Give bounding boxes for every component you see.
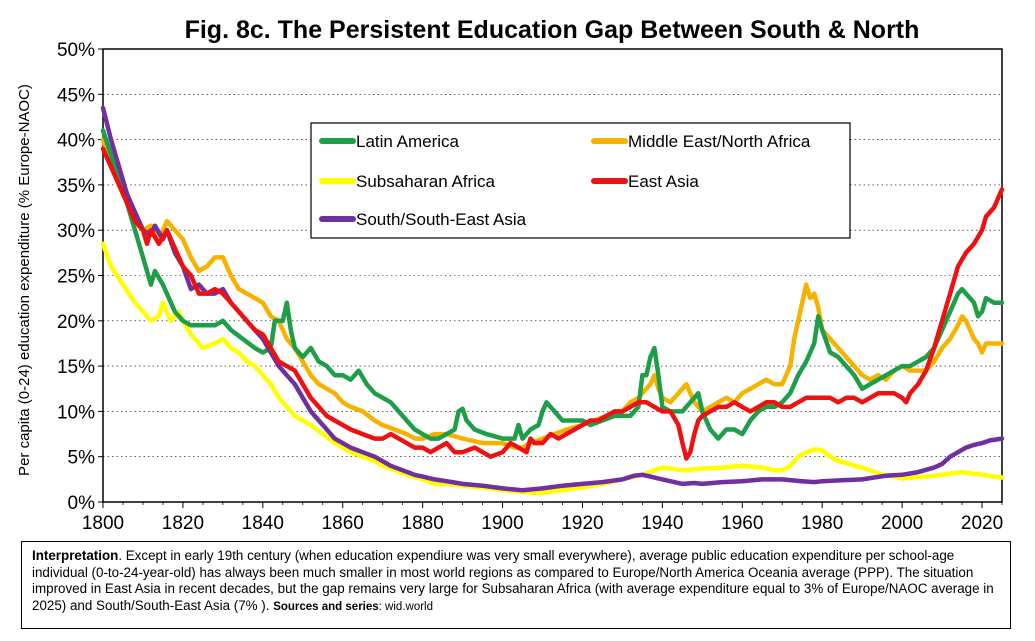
y-tick-label: 50% xyxy=(57,40,95,61)
chart-title: Fig. 8c. The Persistent Education Gap Be… xyxy=(185,16,920,44)
x-tick-label: 1980 xyxy=(801,513,843,534)
y-ticks: 0% 5% 10% 15% 20% 25% 30% 35% 40% 45% 50% xyxy=(57,40,103,514)
y-tick-label: 30% xyxy=(57,221,95,242)
x-ticks: 1800 1820 1840 1860 1880 1900 1920 1940 1960 1980… xyxy=(82,502,1003,534)
y-axis-label: Per capita (0-24) education expenditure … xyxy=(16,84,33,476)
series-line-south-south-east-asia xyxy=(100,105,1005,493)
y-tick-label: 0% xyxy=(68,493,96,514)
x-tick-label: 1860 xyxy=(322,513,364,534)
legend-label: Latin America xyxy=(356,132,460,151)
y-tick-label: 5% xyxy=(68,448,96,469)
interpretation-box: Interpretation. Except in early 19th cen… xyxy=(21,541,1011,629)
x-tick-label: 1880 xyxy=(402,513,444,534)
x-tick-label: 2020 xyxy=(961,513,1003,534)
interpretation-text: . Except in early 19th century (when edu… xyxy=(32,548,994,613)
x-tick-label: 1940 xyxy=(641,513,683,534)
y-tick-label: 35% xyxy=(57,176,95,197)
legend-label: South/South-East Asia xyxy=(356,210,527,229)
y-tick-label: 20% xyxy=(57,312,95,333)
legend-label: East Asia xyxy=(628,172,699,191)
series-line-east-asia xyxy=(100,146,1005,461)
x-tick-label: 1960 xyxy=(721,513,763,534)
chart: Fig. 8c. The Persistent Education Gap Be… xyxy=(16,16,1005,534)
x-tick-label: 1900 xyxy=(481,513,523,534)
x-tick-label: 1920 xyxy=(561,513,603,534)
x-tick-label: 1840 xyxy=(242,513,284,534)
legend: Latin America Middle East/North Africa Sub… xyxy=(310,122,851,239)
x-tick-label: 2000 xyxy=(881,513,923,534)
interpretation-label: Interpretation xyxy=(32,548,119,563)
legend-box xyxy=(310,122,851,239)
x-tick-label: 1820 xyxy=(162,513,204,534)
y-tick-label: 15% xyxy=(57,357,95,378)
series-line-latin-america xyxy=(100,128,1005,441)
series-lines xyxy=(100,105,1005,496)
y-tick-label: 45% xyxy=(57,85,95,106)
legend-label: Subsaharan Africa xyxy=(356,172,495,191)
y-tick-label: 40% xyxy=(57,131,95,152)
x-tick-label: 1800 xyxy=(82,513,124,534)
sources-text: : wid.world xyxy=(378,600,433,613)
y-tick-label: 25% xyxy=(57,267,95,288)
y-tick-label: 10% xyxy=(57,402,95,423)
series-line-subsaharan-africa xyxy=(100,241,1005,496)
legend-label: Middle East/North Africa xyxy=(628,132,811,151)
sources-label: Sources and series xyxy=(273,600,379,613)
